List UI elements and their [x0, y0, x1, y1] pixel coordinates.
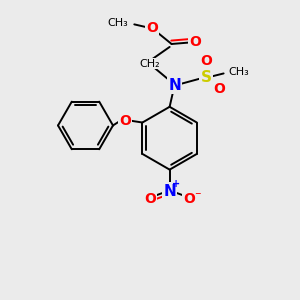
- Text: N: N: [163, 184, 176, 199]
- Text: CH₃: CH₃: [229, 68, 249, 77]
- Text: O: O: [183, 192, 195, 206]
- Text: O: O: [144, 192, 156, 206]
- Text: O: O: [214, 82, 226, 96]
- Text: O: O: [189, 35, 201, 49]
- Text: O: O: [200, 54, 212, 68]
- Text: O: O: [119, 114, 131, 128]
- Text: CH₂: CH₂: [140, 58, 160, 69]
- Text: CH₃: CH₃: [108, 18, 128, 28]
- Text: N: N: [168, 78, 181, 93]
- Text: S: S: [200, 70, 211, 85]
- Text: ⁻: ⁻: [194, 190, 200, 202]
- Text: O: O: [146, 21, 158, 35]
- Text: +: +: [172, 179, 181, 189]
